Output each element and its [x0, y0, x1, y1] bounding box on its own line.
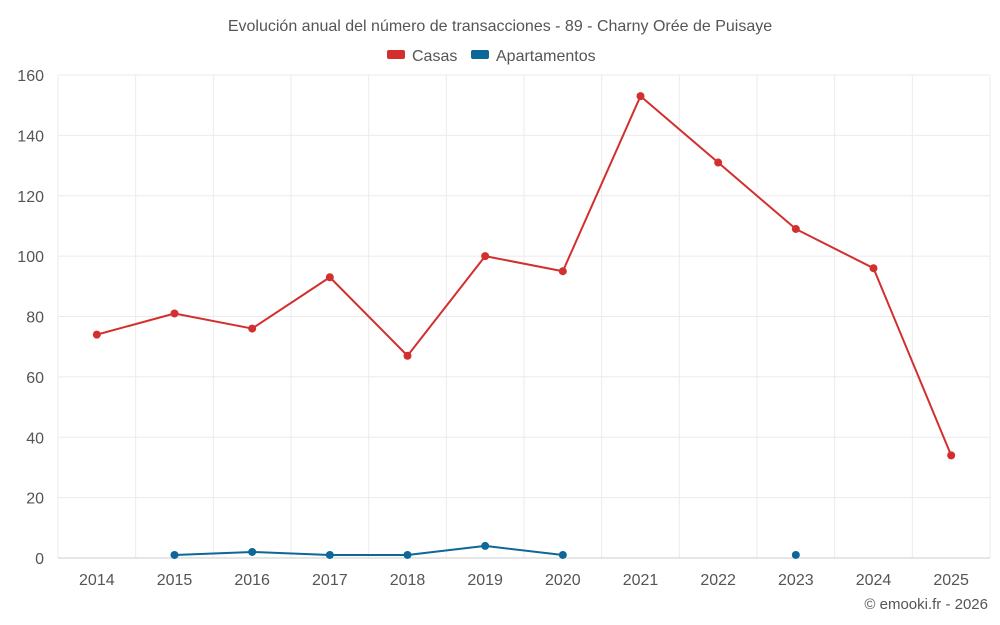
- chart-title: Evolución anual del número de transaccio…: [228, 18, 772, 35]
- data-point[interactable]: [170, 550, 179, 559]
- data-point[interactable]: [714, 158, 723, 167]
- x-tick-label: 2021: [623, 572, 659, 589]
- y-tick-label: 0: [35, 551, 44, 568]
- y-tick-label: 40: [26, 430, 44, 447]
- data-point[interactable]: [481, 541, 490, 550]
- x-tick-label: 2025: [933, 572, 969, 589]
- data-point[interactable]: [92, 330, 101, 339]
- series-apartamentos: [170, 541, 800, 559]
- data-point[interactable]: [869, 264, 878, 273]
- legend-label-casas[interactable]: Casas: [412, 48, 457, 65]
- y-tick-label: 100: [17, 249, 44, 266]
- grid-lines: [57, 74, 991, 558]
- data-point[interactable]: [947, 451, 956, 460]
- x-tick-label: 2022: [700, 572, 736, 589]
- x-tick-label: 2020: [545, 572, 581, 589]
- y-tick-label: 20: [26, 491, 44, 508]
- legend-label-apartamentos[interactable]: Apartamentos: [496, 48, 596, 65]
- x-tick-label: 2016: [234, 572, 270, 589]
- data-point[interactable]: [248, 547, 257, 556]
- series-layer: [92, 92, 956, 559]
- legend-swatch-casas[interactable]: [387, 50, 405, 59]
- data-point[interactable]: [791, 550, 800, 559]
- data-point[interactable]: [791, 224, 800, 233]
- y-tick-label: 160: [17, 68, 44, 85]
- data-point[interactable]: [636, 92, 645, 101]
- y-tick-label: 140: [17, 128, 44, 145]
- y-tick-label: 80: [26, 310, 44, 327]
- series-line: [174, 544, 563, 556]
- y-tick-label: 60: [26, 370, 44, 387]
- x-tick-label: 2017: [312, 572, 348, 589]
- data-point[interactable]: [325, 273, 334, 282]
- x-tick-label: 2019: [467, 572, 503, 589]
- data-point[interactable]: [403, 351, 412, 360]
- legend-swatch-apartamentos[interactable]: [471, 50, 489, 59]
- series-line: [96, 95, 953, 456]
- data-point[interactable]: [248, 324, 257, 333]
- data-point[interactable]: [170, 309, 179, 318]
- x-tick-label: 2015: [157, 572, 193, 589]
- data-point[interactable]: [558, 550, 567, 559]
- data-point[interactable]: [403, 550, 412, 559]
- credit-text: © emooki.fr - 2026: [864, 596, 988, 613]
- y-axis-ticks: 0 20 40 60 80 100 120 140 160: [17, 68, 44, 568]
- x-tick-label: 2014: [79, 572, 115, 589]
- y-tick-label: 120: [17, 189, 44, 206]
- legend: Casas Apartamentos: [387, 48, 596, 65]
- series-casas: [92, 92, 956, 460]
- x-axis-ticks: 2014 2015 2016 2017 2018 2019 2020 2021 2022 2023…: [79, 572, 969, 589]
- data-point[interactable]: [325, 550, 334, 559]
- data-point[interactable]: [558, 267, 567, 276]
- x-tick-label: 2023: [778, 572, 814, 589]
- x-tick-label: 2024: [856, 572, 892, 589]
- x-tick-label: 2018: [390, 572, 426, 589]
- data-point[interactable]: [481, 252, 490, 261]
